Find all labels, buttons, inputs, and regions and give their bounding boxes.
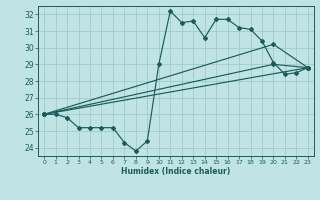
X-axis label: Humidex (Indice chaleur): Humidex (Indice chaleur) <box>121 167 231 176</box>
